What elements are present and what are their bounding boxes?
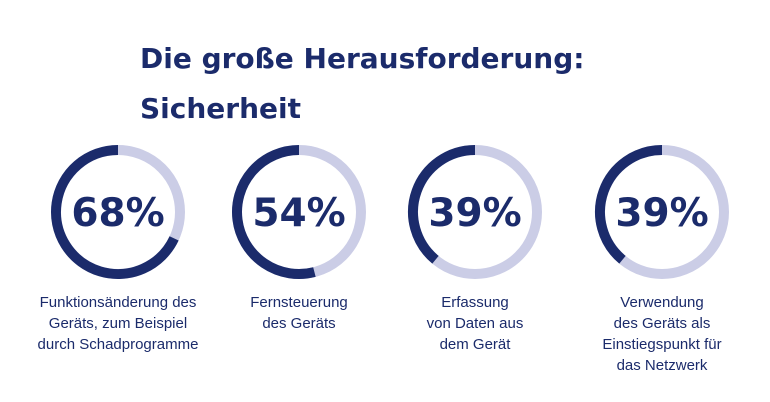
donut-arc-1 (51, 145, 179, 279)
donut-chart-2: 54% (232, 145, 366, 279)
stat-card-4: 39% Verwendung des Geräts als Einstiegsp… (562, 144, 762, 376)
donut-value-label-1: 68% (71, 191, 164, 236)
donut-arc-4 (595, 145, 663, 264)
donut-value-label-4: 39% (615, 191, 708, 236)
donut-chart-1: 68% (51, 145, 185, 279)
donut-arc-3 (408, 145, 476, 264)
donut-value-label-3: 39% (428, 191, 521, 236)
stat-caption-3: Erfassung von Daten aus dem Gerät (426, 294, 524, 353)
stat-card-3: 39% Erfassung von Daten aus dem Gerät (375, 144, 575, 355)
stat-card-2: 54% Fernsteuerung des Geräts (199, 144, 399, 334)
page-title: Die große Herausforderung: Sicherheit (140, 42, 585, 125)
donut-chart-3: 39% (408, 145, 542, 279)
stat-caption-1: Funktionsänderung des Geräts, zum Beispi… (37, 294, 199, 353)
donut-value-label-2: 54% (252, 191, 345, 236)
donut-arc-2 (232, 145, 316, 279)
stat-card-1: 68% Funktionsänderung des Geräts, zum Be… (18, 144, 218, 355)
donut-chart-4: 39% (595, 145, 729, 279)
stat-caption-4: Verwendung des Geräts als Einstiegspunkt… (602, 294, 722, 374)
stat-caption-2: Fernsteuerung des Geräts (250, 294, 348, 332)
